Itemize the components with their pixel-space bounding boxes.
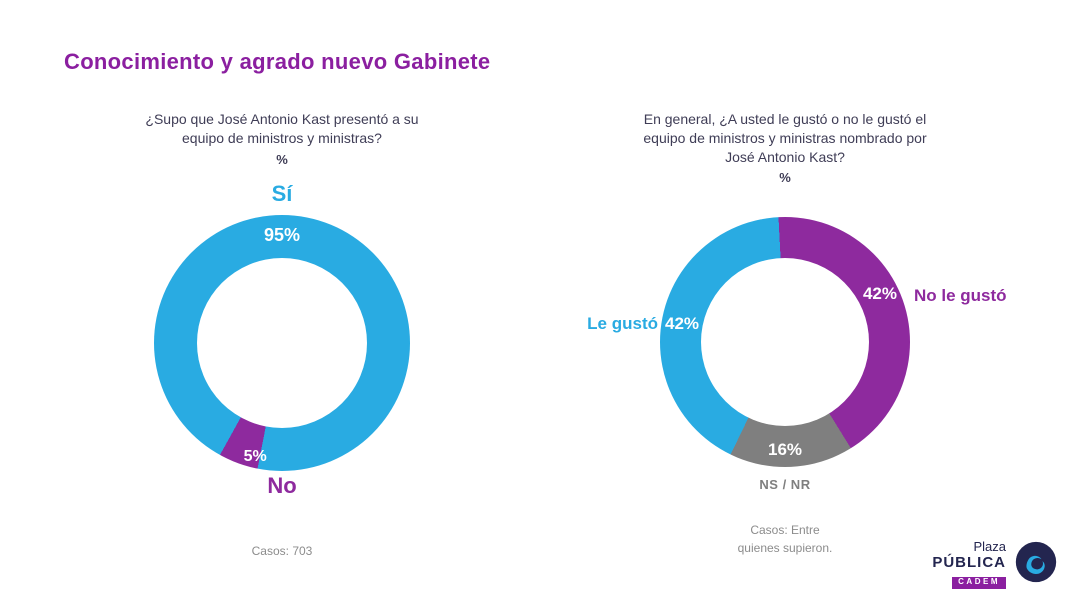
right-chart-question: En general, ¿A usted le gustó o no le gu… [588, 110, 982, 166]
right-value-no-le-gusto: 42% [862, 284, 897, 304]
left-segment-label-si: Sí [271, 180, 293, 206]
right-segment-label-ns-nr: NS / NR [759, 477, 811, 493]
right-donut-hole [701, 258, 869, 427]
right-caption-line2: quienes supieron. [737, 540, 833, 555]
left-donut-hole [197, 257, 367, 428]
left-segment-label-no: No [267, 472, 297, 498]
left-donut-wrap: 95% 5% [154, 214, 410, 471]
left-question-line2: equipo de ministros y ministras? [182, 129, 382, 146]
right-segment-label-le-gusto: Le gustó [587, 314, 658, 334]
right-donut-chart: En general, ¿A usted le gustó o no le gu… [587, 110, 1007, 557]
plaza-publica-cadem-logo: Plaza PÚBLICA CADEM [932, 539, 1058, 589]
logo-text: Plaza PÚBLICA CADEM [932, 539, 1006, 589]
right-chart-caption: Casos: Entre quienes supieron. [588, 522, 982, 557]
right-question-line3: José Antonio Kast? [725, 148, 845, 165]
left-value-no: 5% [243, 447, 267, 465]
right-question-line2: equipo de ministros y ministras nombrado… [643, 129, 927, 146]
cadem-swirl-icon [1014, 540, 1058, 589]
right-segment-label-no-le-gusto: No le gustó [914, 286, 1007, 306]
right-chart-unit: % [779, 170, 791, 186]
left-chart-question: ¿Supo que José Antonio Kast presentó a s… [100, 110, 464, 148]
logo-publica-label: PÚBLICA [932, 553, 1006, 571]
logo-cadem-label: CADEM [952, 577, 1006, 589]
right-donut-wrap: 42% 42% 16% Le gustó No le gustó [587, 217, 1007, 468]
right-value-le-gusto: 42% [665, 314, 700, 334]
left-question-line1: ¿Supo que José Antonio Kast presentó a s… [145, 111, 419, 127]
right-question-line1: En general, ¿A usted le gustó o no le gu… [643, 111, 927, 127]
logo-plaza-label: Plaza [973, 539, 1006, 555]
page-title: Conocimiento y agrado nuevo Gabinete [64, 48, 491, 74]
left-donut-chart: ¿Supo que José Antonio Kast presentó a s… [100, 110, 464, 560]
right-value-ns-nr: 16% [767, 440, 803, 460]
right-caption-line1: Casos: Entre [750, 523, 820, 538]
left-value-si: 95% [263, 224, 301, 245]
left-chart-caption: Casos: 703 [251, 543, 313, 558]
left-chart-unit: % [276, 151, 288, 167]
